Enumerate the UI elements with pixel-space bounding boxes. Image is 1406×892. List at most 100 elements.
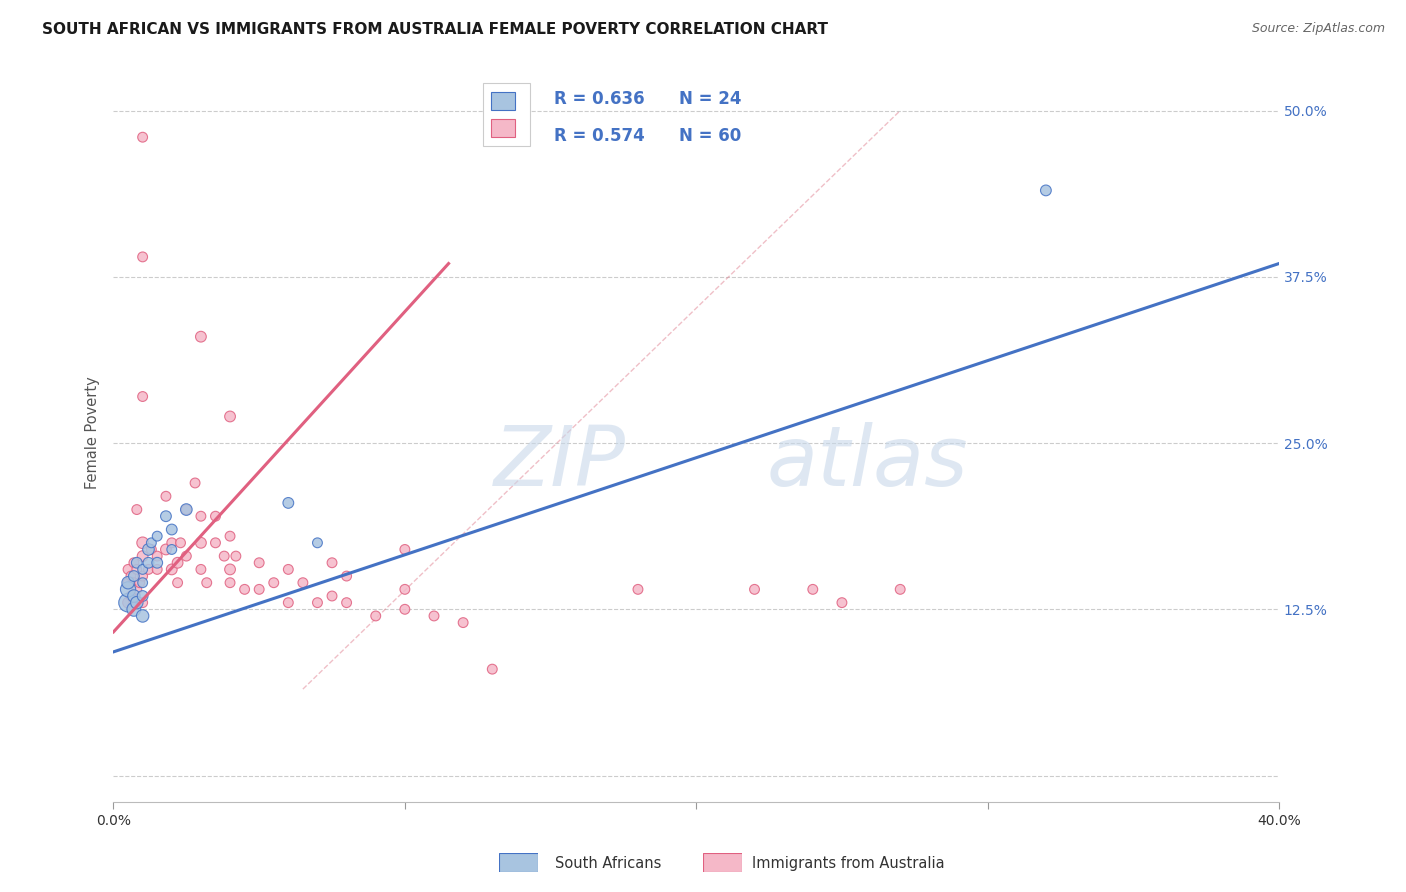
Point bbox=[131, 596, 153, 610]
Point bbox=[394, 542, 416, 557]
Point bbox=[627, 582, 650, 597]
Point bbox=[160, 536, 183, 550]
Point bbox=[481, 662, 503, 676]
Point bbox=[146, 529, 169, 543]
Point bbox=[423, 609, 446, 624]
Point bbox=[120, 589, 142, 603]
Point bbox=[120, 569, 142, 583]
Point bbox=[138, 556, 160, 570]
Point bbox=[190, 536, 212, 550]
Point bbox=[801, 582, 824, 597]
Point bbox=[364, 609, 387, 624]
Point bbox=[277, 496, 299, 510]
Point bbox=[131, 549, 153, 563]
Point bbox=[1035, 183, 1057, 197]
Point bbox=[451, 615, 474, 630]
Point bbox=[131, 562, 153, 576]
Text: Source: ZipAtlas.com: Source: ZipAtlas.com bbox=[1251, 22, 1385, 36]
Point bbox=[321, 589, 343, 603]
Point bbox=[138, 562, 160, 576]
Text: N = 24: N = 24 bbox=[679, 90, 741, 108]
Text: R = 0.636: R = 0.636 bbox=[554, 90, 645, 108]
Point bbox=[219, 575, 242, 590]
Point bbox=[277, 596, 299, 610]
Point bbox=[117, 582, 139, 597]
Point bbox=[336, 569, 359, 583]
Point bbox=[176, 502, 198, 516]
Text: ZIP: ZIP bbox=[495, 422, 626, 503]
Point bbox=[125, 556, 148, 570]
Point bbox=[138, 542, 160, 557]
Point bbox=[176, 549, 198, 563]
Point bbox=[131, 390, 153, 404]
Point bbox=[394, 602, 416, 616]
Point bbox=[155, 542, 177, 557]
Point bbox=[131, 609, 153, 624]
Point bbox=[125, 562, 148, 576]
Point bbox=[190, 329, 212, 343]
Point bbox=[195, 575, 218, 590]
Point bbox=[169, 536, 191, 550]
Point bbox=[176, 502, 198, 516]
Y-axis label: Female Poverty: Female Poverty bbox=[86, 376, 100, 490]
Point bbox=[321, 556, 343, 570]
Point bbox=[204, 509, 226, 524]
Point bbox=[166, 575, 188, 590]
Point bbox=[219, 562, 242, 576]
Point bbox=[307, 596, 329, 610]
Point bbox=[117, 575, 139, 590]
Point bbox=[247, 556, 270, 570]
Point bbox=[128, 575, 150, 590]
Point bbox=[146, 562, 169, 576]
Point bbox=[889, 582, 911, 597]
Point bbox=[146, 549, 169, 563]
Point bbox=[117, 596, 139, 610]
Point bbox=[291, 575, 314, 590]
Point bbox=[190, 509, 212, 524]
Point bbox=[190, 562, 212, 576]
Point bbox=[117, 562, 139, 576]
Point bbox=[212, 549, 235, 563]
Point bbox=[125, 596, 148, 610]
Point bbox=[125, 582, 148, 597]
Point bbox=[131, 250, 153, 264]
Text: SOUTH AFRICAN VS IMMIGRANTS FROM AUSTRALIA FEMALE POVERTY CORRELATION CHART: SOUTH AFRICAN VS IMMIGRANTS FROM AUSTRAL… bbox=[42, 22, 828, 37]
Point bbox=[125, 502, 148, 516]
Text: Immigrants from Australia: Immigrants from Australia bbox=[752, 856, 945, 871]
Point bbox=[122, 556, 145, 570]
Text: R = 0.574: R = 0.574 bbox=[554, 127, 645, 145]
Point bbox=[160, 542, 183, 557]
Point bbox=[155, 489, 177, 503]
Point bbox=[160, 523, 183, 537]
Point bbox=[122, 569, 145, 583]
Point bbox=[122, 596, 145, 610]
Point bbox=[131, 575, 153, 590]
Point bbox=[394, 582, 416, 597]
Point bbox=[247, 582, 270, 597]
Point bbox=[263, 575, 285, 590]
Point bbox=[160, 562, 183, 576]
Point bbox=[277, 562, 299, 576]
Point bbox=[744, 582, 766, 597]
Point bbox=[219, 409, 242, 424]
Point bbox=[141, 542, 163, 557]
Point bbox=[131, 536, 153, 550]
Point bbox=[233, 582, 256, 597]
Point bbox=[336, 596, 359, 610]
Point bbox=[141, 536, 163, 550]
Point bbox=[122, 589, 145, 603]
Point bbox=[117, 596, 139, 610]
Legend: , : , bbox=[484, 84, 530, 145]
Point bbox=[307, 536, 329, 550]
Point bbox=[225, 549, 247, 563]
Point bbox=[146, 556, 169, 570]
Text: atlas: atlas bbox=[766, 422, 967, 503]
Point bbox=[155, 509, 177, 524]
Point bbox=[117, 575, 139, 590]
Point bbox=[131, 589, 153, 603]
Point bbox=[131, 130, 153, 145]
Point bbox=[131, 569, 153, 583]
Point bbox=[122, 575, 145, 590]
Point bbox=[831, 596, 853, 610]
Point bbox=[184, 475, 207, 490]
